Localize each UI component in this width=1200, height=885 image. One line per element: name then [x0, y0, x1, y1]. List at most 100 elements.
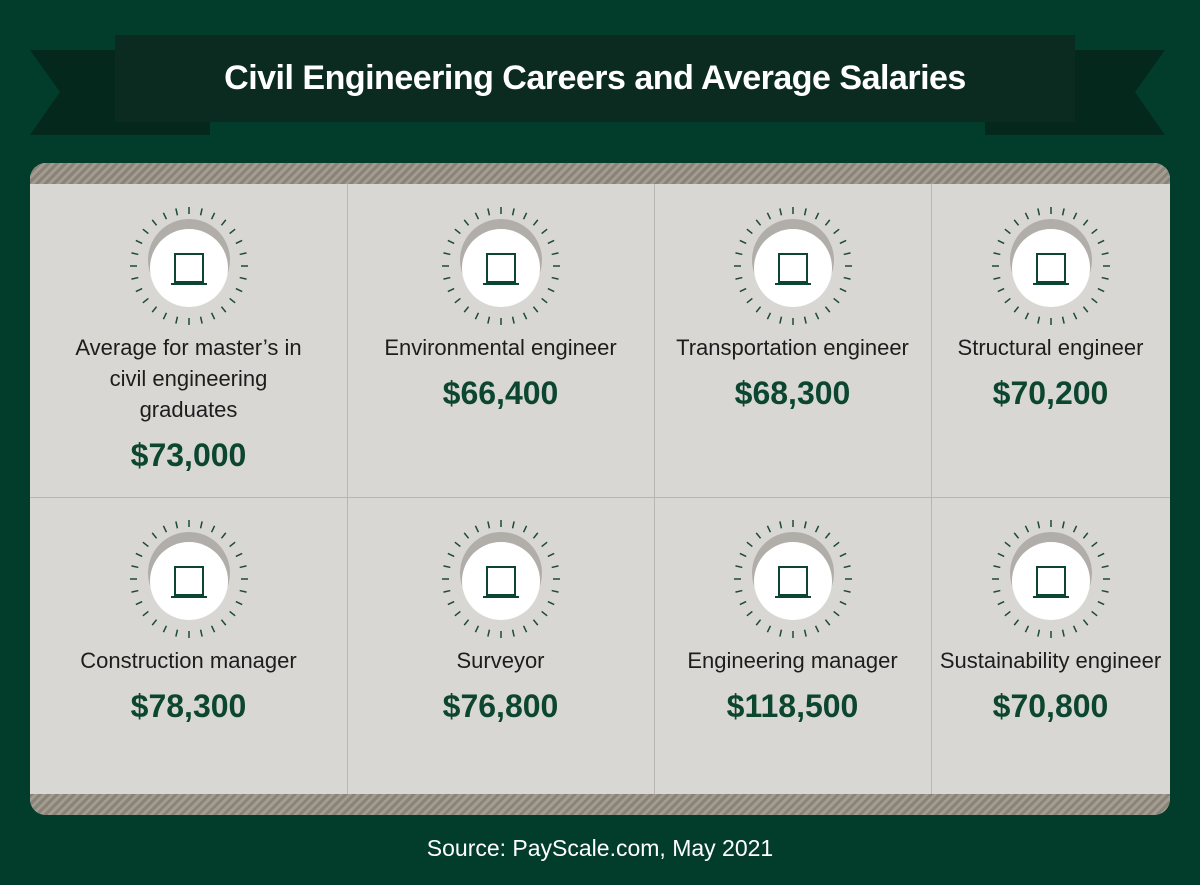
- tick-dash: [778, 208, 782, 216]
- tick-dash: [447, 552, 454, 558]
- card-salary: $70,800: [992, 688, 1109, 724]
- tick-dash: [239, 589, 247, 593]
- tick-dash: [551, 252, 559, 256]
- tick-dash: [442, 565, 450, 569]
- card: Transportation engineer $68,300: [654, 184, 931, 497]
- panel: Average for master’s in civil engineerin…: [30, 163, 1170, 815]
- tick-dash: [1024, 312, 1029, 320]
- tick-dash: [1072, 212, 1077, 220]
- tick-dash: [755, 306, 761, 313]
- icon-glyph: [173, 566, 204, 596]
- card-salary: $68,300: [734, 375, 851, 411]
- tick-dash: [739, 600, 746, 606]
- tick-dash: [1013, 619, 1019, 626]
- tick-dash: [141, 541, 149, 548]
- tick-dash: [814, 312, 819, 320]
- tick-dash: [162, 312, 167, 320]
- tick-dash: [755, 532, 761, 539]
- tick-dash: [162, 625, 167, 633]
- card: Surveyor $76,800: [347, 497, 654, 794]
- divider: [654, 184, 655, 794]
- card: Average for master’s in civil engineerin…: [30, 184, 347, 497]
- icon-circle: [149, 229, 228, 307]
- tick-dash: [803, 316, 807, 324]
- tick-dash: [453, 228, 461, 235]
- tick-dash: [843, 565, 851, 569]
- tick-dash: [447, 239, 454, 245]
- tick-dash: [532, 306, 538, 313]
- tick-dash: [162, 525, 167, 533]
- card-label: Engineering manager: [687, 648, 898, 673]
- tick-dash: [174, 629, 178, 637]
- tick-dash: [1061, 208, 1065, 216]
- tick-dash: [522, 212, 527, 220]
- tick-dash: [755, 619, 761, 626]
- ribbon: [115, 35, 1075, 122]
- tick-dash: [1003, 297, 1011, 304]
- tick-dash: [151, 219, 157, 226]
- tick-dash: [474, 525, 479, 533]
- tick-dash: [766, 525, 771, 533]
- stripe: [30, 794, 1170, 815]
- tick-dash: [141, 610, 149, 617]
- tick-dash: [135, 239, 142, 245]
- tick-dash: [532, 619, 538, 626]
- tick-dash: [135, 552, 142, 558]
- tick-dash: [1082, 306, 1088, 313]
- tick-dash: [1082, 219, 1088, 226]
- tick-dash: [547, 552, 554, 558]
- icon: [991, 207, 1110, 325]
- icon-glyph: [1035, 566, 1066, 596]
- banner: [30, 35, 1165, 135]
- tick-dash: [832, 297, 840, 304]
- tick-dash: [1082, 619, 1088, 626]
- tick-dash: [1090, 297, 1098, 304]
- tick-dash: [447, 287, 454, 293]
- tick-dash: [1101, 565, 1109, 569]
- card: Structural engineer $70,200: [931, 184, 1170, 497]
- tick-dash: [174, 316, 178, 324]
- tick-dash: [486, 521, 490, 529]
- tick-dash: [235, 600, 242, 606]
- tick-dash: [839, 287, 846, 293]
- card-label: Sustainability engineer: [939, 648, 1162, 673]
- tick-dash: [1013, 306, 1019, 313]
- tick-dash: [547, 600, 554, 606]
- tick-dash: [1061, 629, 1065, 637]
- tick-dash: [839, 600, 846, 606]
- card: Environmental engineer $66,400: [347, 184, 654, 497]
- tick-dash: [734, 276, 742, 280]
- divider: [30, 497, 1170, 498]
- card-salary: $70,200: [992, 375, 1109, 411]
- tick-dash: [1097, 552, 1104, 558]
- tick-dash: [1003, 610, 1011, 617]
- card-salary: $78,300: [130, 688, 247, 724]
- card-label: Structural engineer: [957, 335, 1144, 360]
- tick-dash: [151, 306, 157, 313]
- icon: [129, 520, 248, 638]
- tick-dash: [992, 276, 1000, 280]
- tick-dash: [235, 239, 242, 245]
- tick-dash: [1036, 629, 1040, 637]
- icon-glyph: [777, 566, 808, 596]
- card-salary: $73,000: [130, 437, 247, 473]
- tick-dash: [151, 532, 157, 539]
- card: Engineering manager $118,500: [654, 497, 931, 794]
- tick-dash: [162, 212, 167, 220]
- tick-dash: [997, 287, 1004, 293]
- tick-dash: [766, 312, 771, 320]
- icon-glyph: [1035, 253, 1066, 283]
- tick-dash: [814, 212, 819, 220]
- tick-dash: [1097, 600, 1104, 606]
- tick-dash: [220, 532, 226, 539]
- tick-dash: [745, 297, 753, 304]
- tick-dash: [997, 600, 1004, 606]
- tick-dash: [1061, 316, 1065, 324]
- tick-dash: [843, 252, 851, 256]
- tick-dash: [1072, 625, 1077, 633]
- tick-dash: [220, 619, 226, 626]
- tick-dash: [1024, 525, 1029, 533]
- icon: [733, 207, 852, 325]
- tick-dash: [1072, 312, 1077, 320]
